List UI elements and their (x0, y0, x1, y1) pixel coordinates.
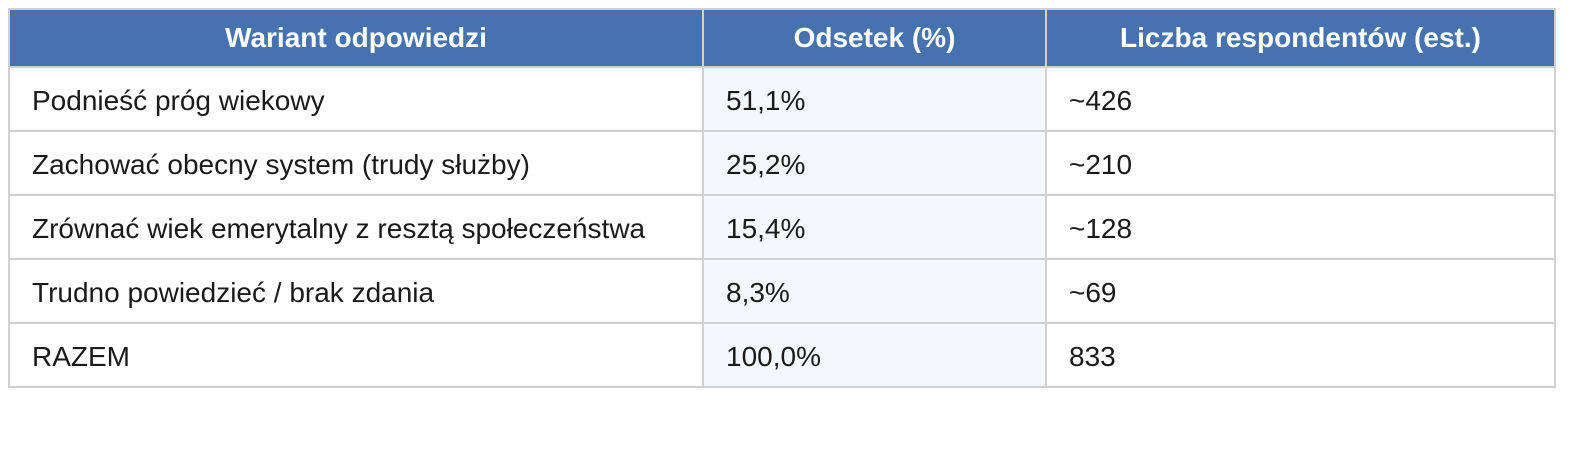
table-cell: ~69 (1045, 258, 1556, 324)
table-row: Trudno powiedzieć / brak zdania 8,3% ~69 (8, 258, 1556, 324)
header-cell: Liczba respondentów (est.) (1045, 8, 1556, 68)
table-cell: 833 (1045, 322, 1556, 388)
table-header: Wariant odpowiedzi Odsetek (%) Liczba resp… (8, 8, 1556, 68)
table-cell: 51,1% (702, 66, 1047, 132)
table-cell: RAZEM (8, 322, 704, 388)
table-row: Podnieść próg wiekowy 51,1% ~426 (8, 66, 1556, 132)
table-row: RAZEM 100,0% 833 (8, 322, 1556, 388)
table-row: Zachować obecny system (trudy służby) 25,… (8, 130, 1556, 196)
header-cell: Wariant odpowiedzi (8, 8, 704, 68)
table-cell: 25,2% (702, 130, 1047, 196)
results-table: Wariant odpowiedzi Odsetek (%) Liczba resp… (8, 8, 1556, 388)
table-body: Podnieść próg wiekowy 51,1% ~426 Zachować o… (8, 66, 1556, 388)
header-cell: Odsetek (%) (702, 8, 1047, 68)
table-cell: Trudno powiedzieć / brak zdania (8, 258, 704, 324)
table-cell: Podnieść próg wiekowy (8, 66, 704, 132)
table-cell: ~426 (1045, 66, 1556, 132)
table-cell: 8,3% (702, 258, 1047, 324)
table-row: Zrównać wiek emerytalny z resztą społecz… (8, 194, 1556, 260)
table-cell: Zachować obecny system (trudy służby) (8, 130, 704, 196)
header-row: Wariant odpowiedzi Odsetek (%) Liczba resp… (8, 8, 1556, 68)
table-cell: ~210 (1045, 130, 1556, 196)
table-cell: Zrównać wiek emerytalny z resztą społecz… (8, 194, 704, 260)
table-cell: 100,0% (702, 322, 1047, 388)
table-cell: 15,4% (702, 194, 1047, 260)
table-cell: ~128 (1045, 194, 1556, 260)
